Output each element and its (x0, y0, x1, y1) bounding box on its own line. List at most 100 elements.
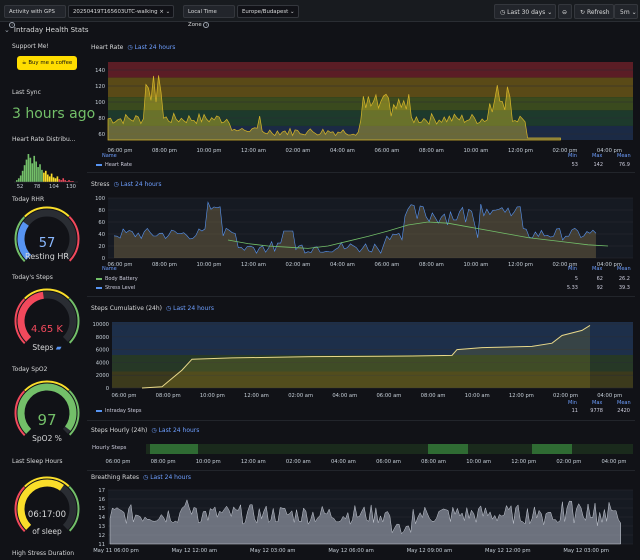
time-tick: 08:00 pm (156, 393, 181, 399)
histogram-bar (43, 172, 45, 182)
time-tick: 08:00 am (421, 393, 446, 399)
time-tick: 10:00 am (464, 262, 489, 268)
top-toolbar: Activity with GPS i 20250419T165603UTC-w… (0, 0, 640, 28)
histogram-bar (17, 178, 20, 182)
rhr-unit: Resting HR (25, 252, 69, 261)
gauge-fill (17, 479, 64, 530)
histogram-bar (16, 180, 18, 182)
timezone-select[interactable]: Europe/Budapest ⌄ (237, 5, 299, 18)
histogram-bar (68, 180, 70, 182)
time-tick: 10:00 pm (197, 262, 222, 268)
histogram-bar (70, 181, 72, 182)
time-tick: May 12 09:00 am (407, 548, 452, 554)
clock-icon: ◷ (151, 427, 157, 434)
rhr-value: 57 (38, 236, 56, 251)
steps-hourly-title: Steps Hourly (24h) ◷ Last 24 hours (91, 427, 200, 434)
histogram-tick: 52 (17, 184, 24, 190)
histogram-bar (54, 178, 57, 182)
remove-icon[interactable]: × (159, 9, 164, 15)
sleep-gauge (14, 476, 80, 532)
gauge-threshold-band (14, 298, 26, 344)
time-tick: 12:00 pm (508, 262, 533, 268)
time-tick: 06:00 am (375, 262, 400, 268)
info-icon[interactable]: i (9, 21, 15, 28)
heat-row (146, 444, 633, 454)
histogram-bar (29, 157, 32, 182)
time-tick: 12:00 pm (511, 459, 536, 465)
y-tick: 13 (98, 524, 105, 530)
histogram-bar (58, 179, 61, 182)
spo2-title: Today SpO2 (12, 366, 48, 373)
histogram-bar (72, 181, 74, 182)
histogram-bar (37, 167, 39, 182)
y-tick: 60 (98, 220, 105, 226)
time-tick: May 12 06:00 am (328, 548, 373, 554)
activity-label: Activity with GPS i (4, 5, 66, 28)
time-tick: 08:00 pm (152, 148, 177, 154)
histogram-bar (31, 163, 34, 182)
chevron-down-icon[interactable]: ⌄ (165, 9, 171, 15)
chevron-down-icon: ⌄ (547, 9, 553, 16)
time-tick: 10:00 am (464, 148, 489, 154)
heat-cell (532, 444, 572, 454)
legend-mean-header: Mean (617, 400, 631, 406)
heat-cell (428, 444, 448, 454)
coffee-icon: ☕ (21, 60, 27, 66)
legend-body-battery[interactable]: Body Battery (96, 276, 138, 282)
time-tick: 08:00 am (419, 148, 444, 154)
legend-value: 142 (593, 162, 603, 168)
legend-stress-level[interactable]: Stress Level (96, 285, 135, 291)
info-icon[interactable]: i (203, 21, 210, 28)
histogram-bar (25, 159, 28, 182)
y-tick: 40 (98, 232, 105, 238)
time-tick: 06:00 pm (106, 459, 131, 465)
steps-unit: Steps ▰ (32, 343, 62, 352)
chevron-down-icon: ⌄ (631, 9, 637, 16)
gauge-fill (17, 221, 32, 260)
buy-coffee-button[interactable]: ☕ Buy me a coffee (17, 56, 77, 70)
time-tick: 04:00 am (330, 262, 355, 268)
hourly-steps-label: Hourly Steps (92, 445, 127, 451)
activity-select[interactable]: 20250419T165603UTC-walking × ⌄ (68, 5, 174, 18)
histogram-bar (48, 176, 51, 182)
refresh-interval-picker[interactable]: 5m ⌄ (614, 4, 638, 19)
series-swatch (96, 409, 102, 412)
legend-value: 2420 (617, 408, 630, 414)
gauge-fill (17, 291, 45, 342)
row-header[interactable]: ⌄ Intraday Health Stats (4, 26, 89, 34)
refresh-button[interactable]: ↻ Refresh (574, 4, 614, 19)
histogram-bar (60, 180, 63, 182)
steps-value: 4.65 K (30, 324, 63, 335)
chevron-down-icon[interactable]: ⌄ (290, 9, 295, 15)
histogram-bar (27, 154, 30, 182)
last-sync-title: Last Sync (12, 89, 41, 96)
legend-heart-rate[interactable]: Heart Rate (96, 162, 132, 168)
legend-value: 92 (596, 285, 603, 291)
time-tick: 02:00 pm (553, 393, 578, 399)
legend-min-header: Min (568, 400, 577, 406)
time-tick: May 11 06:00 pm (93, 548, 139, 554)
rhr-gauge (14, 206, 80, 262)
time-tick: 12:00 am (241, 148, 266, 154)
time-tick: 10:00 pm (196, 459, 221, 465)
stress-area (114, 202, 596, 258)
steps-gauge (14, 288, 80, 344)
y-tick: 80 (98, 116, 105, 122)
time-range-picker[interactable]: ◷ Last 30 days ⌄ (494, 4, 556, 19)
clock-icon: ◷ (165, 305, 172, 312)
gauge-threshold-band (68, 486, 80, 532)
y-tick: 100 (95, 196, 105, 202)
y-tick: 2000 (96, 373, 109, 379)
chevron-down-icon[interactable]: ⌄ (4, 26, 10, 34)
time-tick: 06:00 am (375, 148, 400, 154)
legend-max-header: Max (592, 400, 603, 406)
legend-name-header: Name (102, 153, 117, 159)
y-tick: 100 (95, 100, 105, 106)
divider (87, 296, 635, 297)
histogram-bar (64, 180, 66, 182)
divider (87, 420, 635, 421)
zoom-out-button[interactable]: ⊖ (558, 4, 572, 19)
legend-mean-header: Mean (617, 153, 631, 159)
legend-intraday-steps[interactable]: Intraday Steps (96, 408, 142, 414)
spo2-value: 97 (37, 411, 57, 429)
